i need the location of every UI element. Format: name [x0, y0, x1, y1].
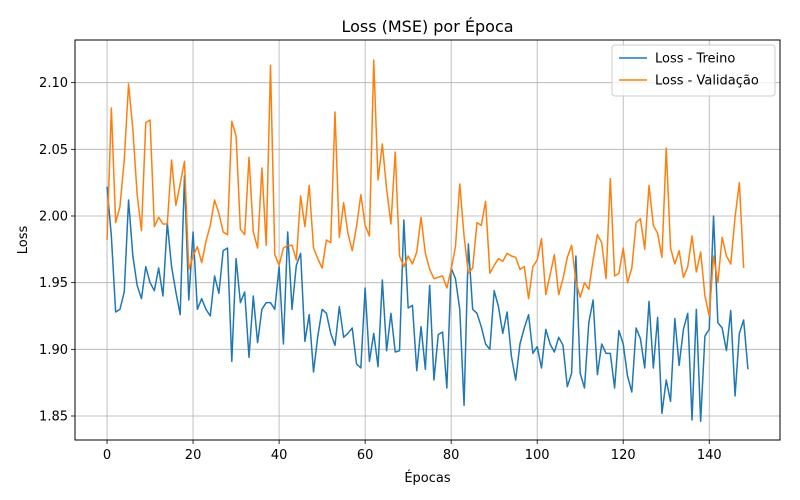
series-line-validacao	[106, 59, 745, 317]
legend-label: Loss - Treino	[655, 52, 735, 67]
y-tick-label: 2.00	[39, 210, 68, 225]
x-tick-label: 40	[271, 448, 288, 463]
y-tick-label: 1.90	[39, 343, 68, 358]
x-tick-label: 20	[185, 448, 202, 463]
y-axis-label: Loss	[16, 226, 31, 255]
x-tick-label: 0	[103, 448, 111, 463]
y-tick-label: 2.05	[39, 143, 68, 158]
grid	[75, 40, 780, 440]
y-tick-label: 1.85	[39, 410, 68, 425]
legend-box	[611, 44, 776, 97]
plot-frame	[74, 39, 781, 441]
legend-label: Loss - Validação	[655, 74, 759, 89]
series-lines	[106, 59, 749, 423]
x-tick-label: 60	[357, 448, 374, 463]
x-axis-label: Épocas	[404, 470, 451, 486]
x-tick-label: 80	[443, 448, 460, 463]
legend: Loss - Treino Loss - Validação	[611, 44, 776, 97]
x-tick-label: 140	[697, 448, 722, 463]
x-tick-label: 120	[611, 448, 636, 463]
y-tick-label: 2.10	[39, 76, 68, 91]
series-line-treino	[106, 175, 749, 423]
y-axis-ticks: 1.85 1.90 1.95 2.00 2.05 2.10	[39, 76, 75, 425]
x-tick-label: 100	[525, 448, 550, 463]
y-tick-label: 1.95	[39, 276, 68, 291]
x-axis-ticks: 0 20 40 60 80 100 120 140	[103, 440, 722, 463]
chart-title: Loss (MSE) por Época	[341, 17, 513, 36]
